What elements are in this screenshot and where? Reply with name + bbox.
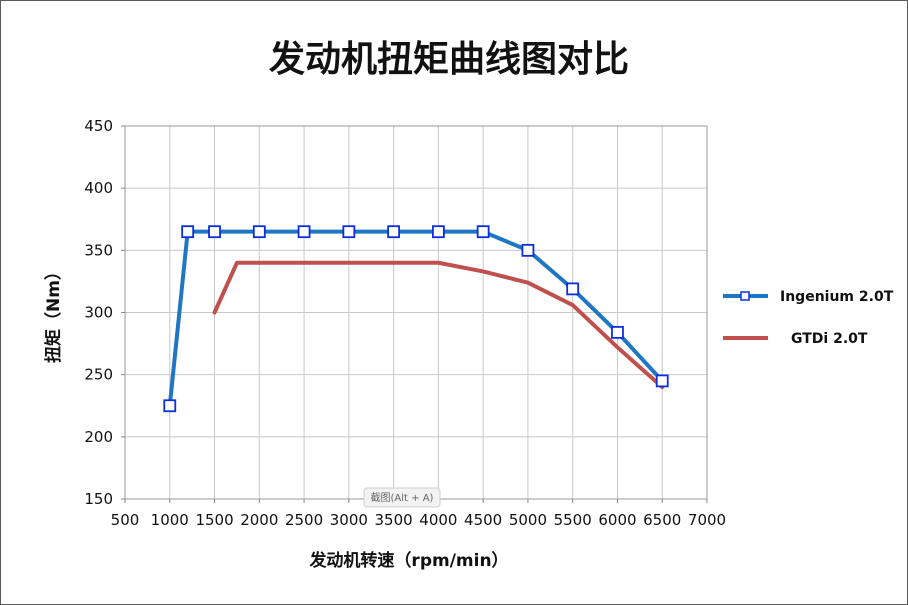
x-tick-label: 2500 <box>285 511 323 529</box>
watermark: 截图(Alt + A) <box>363 487 441 508</box>
data-point-marker <box>655 374 669 388</box>
x-tick-label: 500 <box>111 511 140 529</box>
x-tick-label: 1500 <box>195 511 233 529</box>
data-point-marker <box>566 282 580 296</box>
chart-title: 发动机扭矩曲线图对比 <box>269 39 629 80</box>
x-tick-label: 4000 <box>419 511 457 529</box>
data-point-marker <box>342 225 356 239</box>
series-layer <box>163 225 669 413</box>
data-point-marker <box>431 225 445 239</box>
watermark-text: 截图(Alt + A) <box>371 491 434 504</box>
legend-marker <box>740 291 750 301</box>
y-tick-label: 350 <box>84 241 113 259</box>
data-point-marker <box>208 225 221 239</box>
data-point-marker <box>297 225 311 239</box>
series-line <box>212 260 665 390</box>
x-tick-label: 5500 <box>554 511 592 529</box>
y-tick-label: 150 <box>84 490 113 508</box>
x-tick-label: 5000 <box>509 511 547 529</box>
y-tick-label: 400 <box>84 179 113 197</box>
data-point-marker <box>181 225 195 239</box>
y-axis-label: 扭矩（Nm） <box>43 263 64 363</box>
y-tick-label: 200 <box>84 428 113 446</box>
y-tick-label: 300 <box>84 304 113 322</box>
x-tick-label: 7000 <box>688 511 726 529</box>
y-tick-label: 450 <box>84 117 113 135</box>
data-point-marker <box>521 243 535 257</box>
series-group <box>212 260 665 390</box>
data-point-marker <box>387 225 401 239</box>
y-tick-label: 250 <box>84 366 113 384</box>
x-tick-label: 1000 <box>151 511 189 529</box>
data-point-marker <box>611 325 624 339</box>
legend-label: Ingenium 2.0T <box>780 289 894 305</box>
x-tick-label: 6500 <box>643 511 681 529</box>
axis-ticks: 500 1000 1500 2000 2500 3000 3500 4000 4500 5000 5… <box>84 117 726 529</box>
gridlines <box>125 126 707 499</box>
data-point-marker <box>163 399 177 413</box>
x-tick-label: 3500 <box>375 511 413 529</box>
data-point-marker <box>252 225 266 239</box>
data-point-marker <box>476 225 490 239</box>
legend-label: GTDi 2.0T <box>791 331 868 347</box>
x-tick-label: 4500 <box>464 511 502 529</box>
x-tick-label: 2000 <box>240 511 278 529</box>
x-axis-label: 发动机转速（rpm/min） <box>308 550 508 571</box>
legend: Ingenium 2.0T GTDi 2.0T <box>723 289 894 347</box>
x-tick-label: 3000 <box>330 511 368 529</box>
watermark-box <box>363 487 441 508</box>
series-group <box>163 225 669 413</box>
x-tick-label: 6000 <box>598 511 636 529</box>
